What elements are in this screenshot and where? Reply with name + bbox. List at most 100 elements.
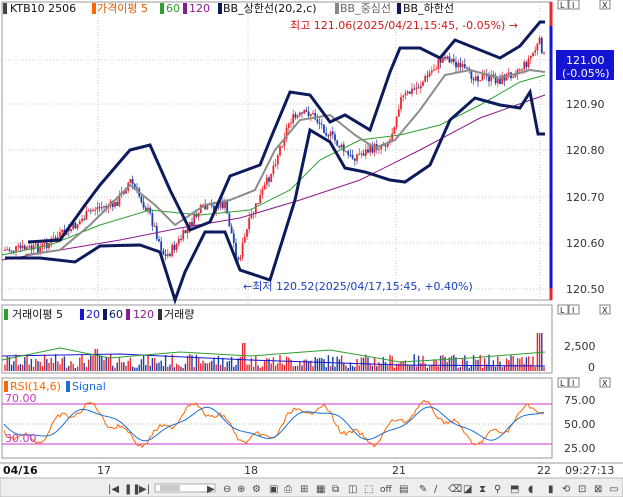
tool2-icon[interactable]: ⬚ bbox=[364, 484, 373, 495]
volume-bar bbox=[343, 363, 345, 371]
price-panel-buttons[interactable]: L I X bbox=[557, 0, 611, 10]
volume-bar bbox=[171, 354, 173, 371]
volume-bar bbox=[391, 356, 393, 371]
draw-icon[interactable]: ▤ bbox=[399, 484, 408, 495]
first-page-icon[interactable]: |◀ bbox=[108, 484, 119, 495]
text-icon[interactable]: ◪ bbox=[463, 484, 472, 495]
rsi-panel-buttons[interactable]: L I X bbox=[557, 377, 611, 388]
volume-bar bbox=[46, 359, 48, 371]
candle-body bbox=[59, 232, 61, 237]
candle-body bbox=[503, 75, 506, 81]
chart-type-icon[interactable]: ⧗ bbox=[479, 484, 486, 495]
candle-body bbox=[433, 69, 435, 71]
volume-bar bbox=[393, 367, 396, 371]
volume-bar bbox=[365, 354, 367, 371]
volume-bar bbox=[118, 357, 121, 371]
volume-bar bbox=[431, 365, 433, 371]
zoom-out-icon[interactable]: ⊖ bbox=[223, 484, 231, 495]
crosshair-icon[interactable]: ⊞ bbox=[300, 484, 308, 495]
volume-bar bbox=[50, 357, 52, 371]
grid-icon[interactable]: ▦ bbox=[316, 484, 325, 495]
candle-body bbox=[243, 236, 246, 243]
refresh-icon[interactable]: ⟲ bbox=[562, 484, 571, 495]
ma60-legend: 60 bbox=[166, 2, 180, 15]
candle-body bbox=[195, 213, 198, 217]
candle-body bbox=[529, 56, 532, 59]
ma60-line bbox=[1, 74, 546, 256]
candle-body bbox=[347, 151, 350, 155]
volume-bar bbox=[94, 349, 96, 371]
undo-icon[interactable]: ◖ bbox=[528, 484, 533, 495]
volume-bar bbox=[257, 365, 259, 371]
volume-bar bbox=[116, 362, 118, 371]
volume-bar bbox=[68, 365, 70, 371]
bar-icon[interactable]: ▮ bbox=[548, 484, 554, 495]
erase-icon[interactable]: ⌫ bbox=[448, 484, 462, 495]
price-axis: 120.90 120.80 120.70 120.60 120.50 bbox=[566, 98, 605, 296]
play-pause-icon[interactable]: ❚❚ bbox=[124, 484, 141, 495]
candle-body bbox=[309, 114, 312, 116]
window-icon[interactable]: ⊡ bbox=[578, 484, 586, 495]
volume-bar bbox=[57, 361, 59, 371]
save-icon[interactable]: ▣ bbox=[269, 484, 278, 495]
svg-text:120.50: 120.50 bbox=[566, 283, 605, 296]
candle-body bbox=[435, 68, 438, 70]
volume-bar bbox=[292, 366, 294, 371]
candle-body bbox=[490, 74, 493, 82]
svg-text:X: X bbox=[602, 379, 608, 388]
search-icon[interactable]: ⚲ bbox=[494, 484, 501, 495]
candle-body bbox=[455, 61, 457, 68]
candle-body bbox=[448, 56, 451, 63]
last-page-icon[interactable]: ▶| bbox=[139, 484, 150, 495]
pen-icon[interactable]: ✎ bbox=[419, 484, 427, 495]
svg-text:50.00: 50.00 bbox=[564, 418, 596, 431]
svg-text:L: L bbox=[560, 306, 565, 315]
zoom-in-icon[interactable]: ⊕ bbox=[237, 484, 245, 495]
volume-bar bbox=[244, 343, 246, 371]
scroll-thumb[interactable] bbox=[160, 485, 180, 491]
volume-bar bbox=[422, 355, 424, 371]
ma120-line bbox=[1, 94, 546, 261]
tool-icon[interactable]: ◫ bbox=[348, 484, 357, 495]
off-toggle[interactable]: off bbox=[380, 485, 393, 495]
rsi-axis: 75.00 50.00 25.00 bbox=[564, 394, 596, 455]
candle-body bbox=[279, 146, 281, 156]
volume-bar bbox=[129, 357, 132, 371]
volume-bar bbox=[87, 359, 90, 371]
volume-bar bbox=[305, 359, 308, 371]
scroll-bar[interactable] bbox=[154, 483, 216, 493]
settings-icon[interactable]: ⚙ bbox=[252, 484, 261, 495]
volume-bar bbox=[24, 357, 26, 371]
line-icon[interactable]: ∕ bbox=[434, 484, 438, 495]
close-icon[interactable]: ⊠ bbox=[594, 484, 602, 495]
volume-bar bbox=[536, 333, 539, 371]
candle-body bbox=[307, 111, 310, 116]
volume-bar bbox=[371, 365, 374, 371]
minimize-icon[interactable]: ▭ bbox=[609, 484, 618, 495]
bb-lower-band bbox=[5, 87, 545, 305]
volume-bar bbox=[376, 366, 378, 371]
candle-body bbox=[285, 127, 288, 139]
candle-body bbox=[193, 213, 196, 226]
volume-bar bbox=[501, 367, 503, 371]
candle-body bbox=[404, 93, 407, 96]
volume-panel-buttons[interactable]: L I X bbox=[557, 304, 611, 315]
copy-icon[interactable]: ⧉ bbox=[332, 484, 339, 495]
scroll-right-icon[interactable]: ▶ bbox=[207, 484, 215, 495]
volume-bar bbox=[389, 354, 391, 371]
candle-body bbox=[96, 207, 99, 210]
layers-icon[interactable]: ⬒ bbox=[510, 484, 519, 495]
rsi-legend: RSI(14,6) Signal bbox=[4, 380, 106, 393]
candle-body bbox=[19, 245, 22, 249]
candle-body bbox=[400, 97, 402, 110]
volume-bar bbox=[437, 366, 440, 371]
candle-body bbox=[4, 249, 6, 251]
candle-body bbox=[364, 149, 367, 156]
svg-text:0: 0 bbox=[588, 361, 595, 374]
print-icon[interactable]: ⎙ bbox=[284, 484, 292, 495]
volume-bar bbox=[43, 354, 46, 371]
candle-body bbox=[17, 245, 20, 247]
volume-bar bbox=[510, 355, 512, 371]
candle-body bbox=[276, 155, 279, 165]
candle-body bbox=[224, 201, 226, 209]
